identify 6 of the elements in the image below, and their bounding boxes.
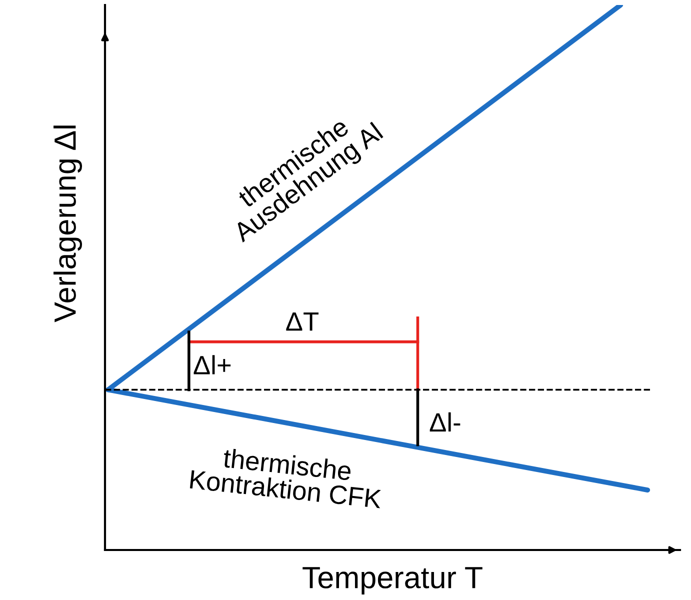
annotation: ΔT [286,312,319,331]
annotation: Δl- [430,412,460,432]
y-axis-title: Verlagerung Δl [54,126,82,322]
x-axis-title: Temperatur T [302,567,482,594]
annotation: thermische Kontraktion CFK [190,448,382,509]
annotation: Δl+ [194,355,231,374]
